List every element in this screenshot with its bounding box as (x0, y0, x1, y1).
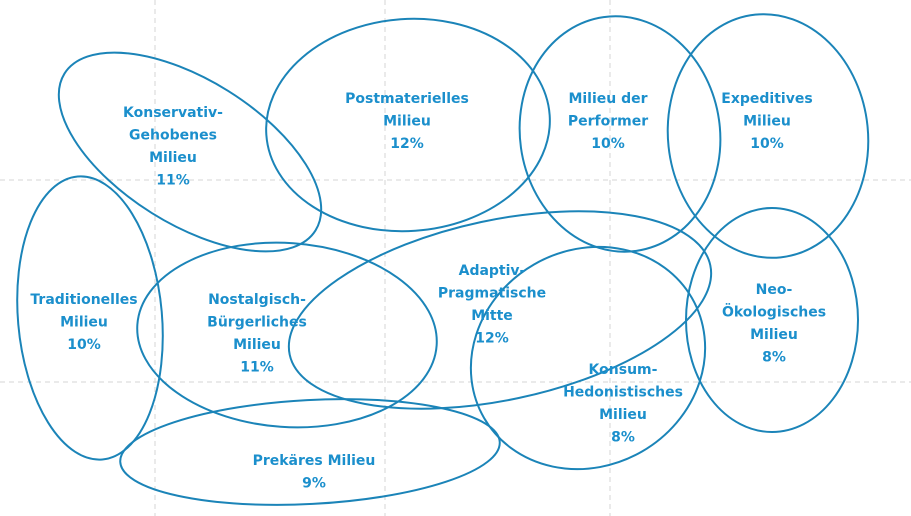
milieu-name: Neo- (756, 282, 793, 298)
milieu-name: Konsum- (589, 362, 658, 378)
milieu-share: 12% (390, 136, 424, 152)
milieu-shape (518, 15, 722, 253)
milieu-name: Adaptiv- (459, 263, 526, 279)
milieu-name: Hedonistisches (563, 385, 683, 401)
milieu-share: 11% (240, 360, 274, 376)
milieu-name: Milieu (233, 337, 281, 353)
milieu-share: 10% (591, 136, 625, 152)
milieu-name: Milieu (743, 114, 791, 130)
milieu-share: 12% (475, 331, 509, 347)
milieu-shape (265, 17, 551, 233)
milieu-shape (16, 175, 164, 461)
milieu-share: 9% (302, 476, 326, 492)
milieu-shape (119, 398, 501, 506)
milieu-share: 10% (750, 136, 784, 152)
milieu-name: Milieu (149, 150, 197, 166)
milieu-name: Postmaterielles (345, 91, 469, 107)
milieu-share: 10% (67, 337, 101, 353)
milieu-shape (287, 210, 713, 410)
milieu-name: Pragmatische (438, 286, 546, 302)
milieu-share: 8% (762, 350, 786, 366)
milieu-name: Expeditives (721, 91, 812, 107)
milieu-shape (666, 13, 870, 259)
milieu-share: 8% (611, 430, 635, 446)
milieu-name: Prekäres Milieu (253, 453, 376, 469)
milieu-name: Nostalgisch- (208, 292, 306, 308)
milieu-name: Milieu (599, 407, 647, 423)
milieu-shape (469, 245, 707, 471)
milieu-name: Konservativ- (123, 105, 223, 121)
milieu-name: Milieu der (568, 91, 647, 107)
milieu-labels: Konservativ- Gehobenes Milieu 11% Postmateri… (30, 91, 826, 492)
milieu-name: Mitte (471, 308, 513, 324)
milieu-name: Gehobenes (129, 128, 217, 144)
milieu-shape (685, 207, 859, 433)
milieu-name: Milieu (383, 114, 431, 130)
milieu-name: Milieu (750, 327, 798, 343)
milieu-name: Performer (568, 114, 648, 130)
milieu-name: Traditionelles (30, 292, 137, 308)
milieu-name: Ökologisches (722, 303, 826, 321)
milieu-name: Milieu (60, 315, 108, 331)
milieu-shape (57, 51, 323, 253)
milieu-shapes (16, 13, 870, 506)
milieu-share: 11% (156, 173, 190, 189)
milieu-name: Bürgerliches (207, 315, 307, 331)
milieu-shape (136, 241, 438, 429)
